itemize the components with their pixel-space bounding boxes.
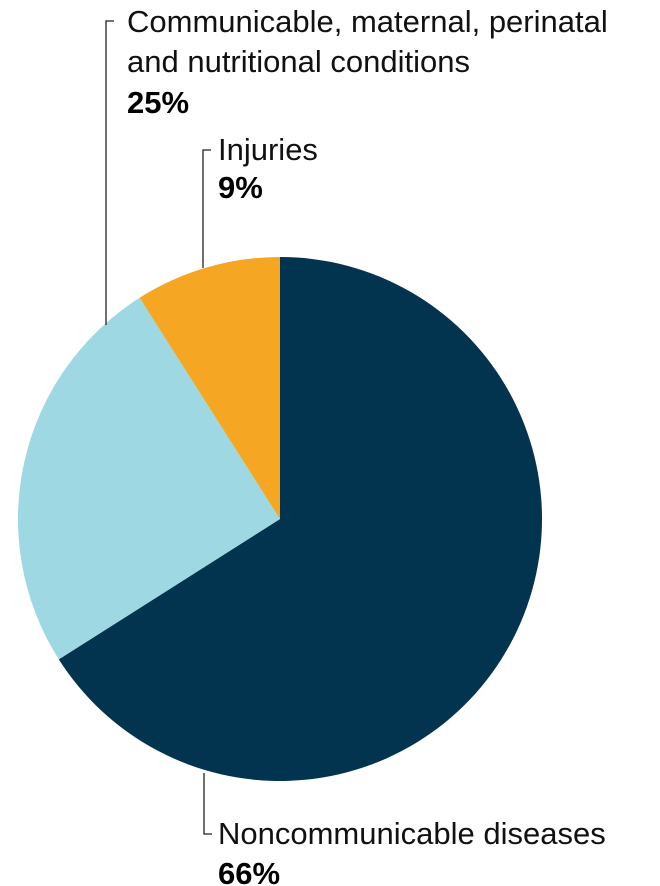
- leader-lines: [105, 20, 212, 835]
- pie-slice-noncommunicable: [58, 257, 543, 781]
- slice-label-injuries: Injuries: [218, 132, 318, 167]
- pie-slice-communicable: [18, 297, 280, 660]
- pie-slices: [18, 257, 543, 781]
- slice-label-noncommunicable: Noncommunicable diseases: [218, 816, 606, 851]
- slice-label-communicable-line2: and nutritional conditions: [127, 44, 470, 79]
- leader-line-communicable: [105, 20, 114, 325]
- leader-line-injuries: [202, 149, 211, 268]
- slice-label-communicable-line1: Communicable, maternal, perinatal: [127, 4, 608, 39]
- slice-value-communicable: 25%: [127, 85, 189, 120]
- slice-value-injuries: 9%: [218, 170, 263, 205]
- leader-line-noncommunicable: [203, 773, 212, 835]
- pie-slice-injuries: [139, 257, 280, 519]
- slice-value-noncommunicable: 66%: [218, 856, 280, 886]
